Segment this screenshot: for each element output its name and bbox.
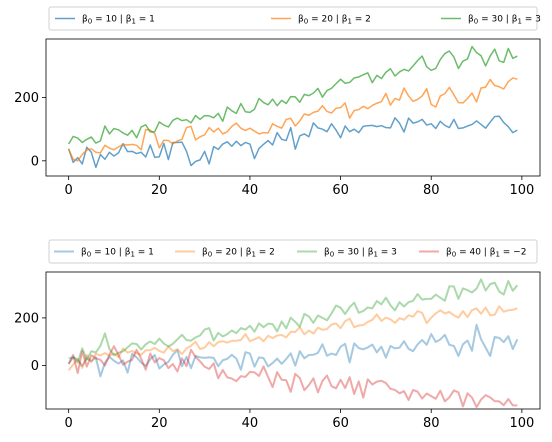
top-x-tick-label: 100 — [509, 183, 534, 198]
bottom-legend: β0 = 10 | β1 = 1 β0 = 20 | β1 = 2 β0 = 30 … — [48, 239, 538, 264]
top-series-line-3 — [68, 45, 518, 145]
top-x-tick-label: 40 — [242, 183, 259, 198]
bottom-legend-label-3: β0 = 30 | β1 = 3 — [324, 248, 397, 259]
top-series-line-2 — [67, 77, 518, 162]
top-series-line-1 — [67, 115, 518, 169]
bottom-y-tick-label: 200 — [14, 311, 39, 326]
bottom-x-tick-label: 40 — [242, 416, 259, 431]
top-x-axis: 0 20 40 60 80 100 — [65, 176, 534, 198]
bottom-y-axis: 0 200 — [14, 311, 46, 374]
bottom-subplot: β0 = 10 | β1 = 1 β0 = 20 | β1 = 2 β0 = 30 … — [14, 239, 541, 431]
bottom-x-axis: 0 20 40 60 80 100 — [65, 409, 534, 431]
bottom-series-line-1 — [67, 323, 519, 378]
top-plot-area: 0 20 40 60 80 100 0 200 — [14, 38, 541, 198]
top-x-tick-label: 60 — [332, 183, 349, 198]
bottom-legend-label-4: β0 = 40 | β1 = −2 — [446, 248, 526, 259]
bottom-series-line-2 — [67, 305, 518, 371]
top-x-tick-label: 20 — [151, 183, 168, 198]
bottom-legend-label-1: β0 = 10 | β1 = 1 — [81, 248, 154, 259]
top-legend-label-3: β0 = 30 | β1 = 3 — [468, 15, 541, 26]
bottom-x-tick-label: 100 — [509, 416, 534, 431]
top-legend-frame — [48, 6, 538, 31]
bottom-plot-area: 0 20 40 60 80 100 0 200 — [14, 271, 541, 431]
top-legend-label-2: β0 = 20 | β1 = 2 — [298, 15, 371, 26]
top-x-tick-label: 80 — [423, 183, 440, 198]
top-subplot: β0 = 10 | β1 = 1 β0 = 20 | β1 = 2 β0 = 30 … — [14, 6, 541, 198]
top-y-tick-label: 200 — [14, 91, 39, 106]
bottom-y-tick-label: 0 — [31, 359, 39, 374]
bottom-series-line-4 — [67, 345, 518, 409]
bottom-legend-label-2: β0 = 20 | β1 = 2 — [202, 248, 275, 259]
bottom-legend-frame — [48, 239, 538, 264]
bottom-x-tick-label: 60 — [332, 416, 349, 431]
bottom-x-tick-label: 80 — [423, 416, 440, 431]
top-y-axis: 0 200 — [14, 91, 46, 169]
bottom-x-tick-label: 0 — [65, 416, 73, 431]
top-axes-frame — [45, 38, 541, 177]
top-legend: β0 = 10 | β1 = 1 β0 = 20 | β1 = 2 β0 = 30 … — [48, 6, 541, 31]
top-legend-label-1: β0 = 10 | β1 = 1 — [82, 15, 155, 26]
bottom-series-line-3 — [68, 278, 519, 364]
bottom-axes-frame — [45, 271, 541, 410]
bottom-x-tick-label: 20 — [151, 416, 168, 431]
top-x-tick-label: 0 — [65, 183, 73, 198]
top-y-tick-label: 0 — [31, 154, 39, 169]
